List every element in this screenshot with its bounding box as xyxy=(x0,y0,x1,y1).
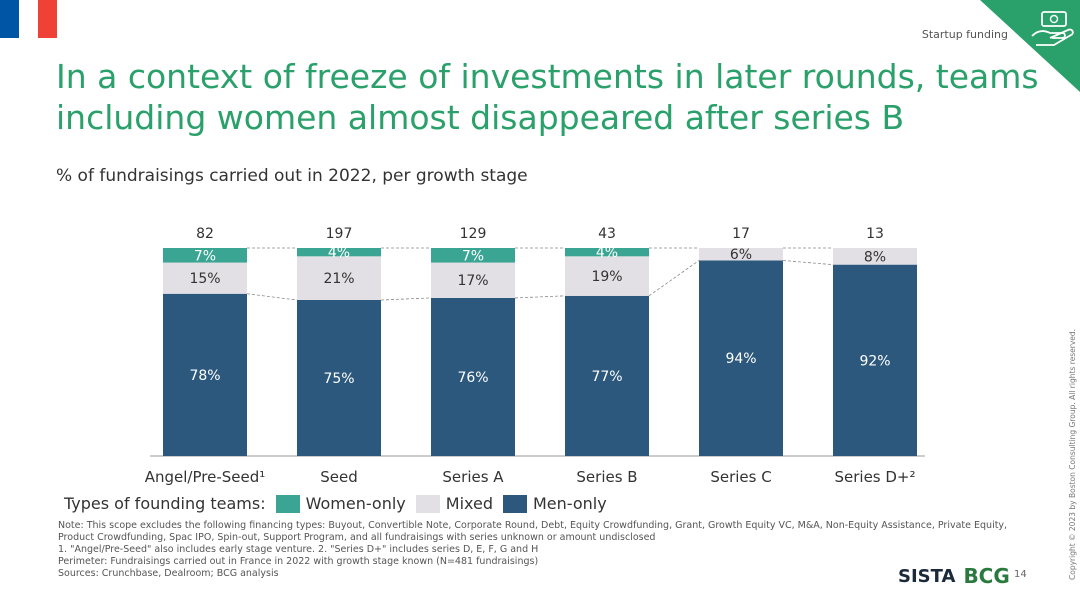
legend-item-women: Women-only xyxy=(275,494,406,513)
bar-men-4 xyxy=(699,260,783,456)
legend-label-women: Women-only xyxy=(305,494,406,513)
data-label-women-2: 7% xyxy=(462,248,484,264)
note-text: Note: This scope excludes the following … xyxy=(58,520,1008,543)
connector-men-2 xyxy=(514,295,566,299)
bar-men-0 xyxy=(163,293,247,456)
sista-logo: SISTA xyxy=(898,565,956,587)
total-label-0: 82 xyxy=(196,226,214,242)
connector-men-1 xyxy=(380,297,432,301)
bar-mixed-4 xyxy=(699,248,783,261)
bar-mixed-1 xyxy=(297,256,381,300)
page-number: 14 xyxy=(1014,569,1027,580)
legend-title: Types of founding teams: xyxy=(64,494,266,513)
page-title: In a context of freeze of investments in… xyxy=(56,57,1039,137)
legend-swatch-women xyxy=(275,494,300,513)
data-label-men-4: 94% xyxy=(725,351,756,367)
bar-mixed-5 xyxy=(833,248,917,265)
france-flag xyxy=(0,0,57,38)
data-label-men-3: 77% xyxy=(591,369,622,385)
legend: Types of founding teams: Women-only Mixe… xyxy=(64,494,607,513)
bar-mixed-0 xyxy=(163,262,247,294)
data-label-men-1: 75% xyxy=(323,371,354,387)
category-label-2: Series A xyxy=(442,468,504,486)
total-label-4: 17 xyxy=(732,226,750,242)
data-label-men-0: 78% xyxy=(189,368,220,384)
connector-men-0 xyxy=(246,293,298,301)
total-label-2: 129 xyxy=(460,226,487,242)
bar-women-2 xyxy=(431,248,515,263)
legend-item-men: Men-only xyxy=(503,494,607,513)
data-label-men-2: 76% xyxy=(457,370,488,386)
flag-stripe-white xyxy=(19,0,38,38)
data-label-mixed-5: 8% xyxy=(864,249,886,265)
data-label-women-3: 4% xyxy=(596,245,618,261)
legend-swatch-mixed xyxy=(415,494,440,513)
bar-men-5 xyxy=(833,264,917,456)
data-label-mixed-1: 21% xyxy=(323,271,354,287)
sources-text: Sources: Crunchbase, Dealroom; BCG analy… xyxy=(58,568,279,579)
total-label-5: 13 xyxy=(866,226,884,242)
data-label-mixed-0: 15% xyxy=(189,271,220,287)
bar-women-0 xyxy=(163,248,247,263)
bar-mixed-3 xyxy=(565,256,649,296)
stacked-bar-chart: 78% 15% 7% 82 Angel/Pre-Seed¹ 75% 21% 4% 197 Seed… xyxy=(145,226,925,486)
data-label-mixed-4: 6% xyxy=(730,247,752,263)
category-label-0: Angel/Pre-Seed¹ xyxy=(145,468,266,486)
connector-men-4 xyxy=(782,260,834,266)
data-label-men-5: 92% xyxy=(859,353,890,369)
bar-men-2 xyxy=(431,297,515,456)
total-label-1: 197 xyxy=(326,226,353,242)
category-label-4: Series C xyxy=(710,468,771,486)
money-hand-icon xyxy=(980,0,1080,92)
bar-women-3 xyxy=(565,248,649,257)
category-label-5: Series D+² xyxy=(834,468,915,486)
data-label-women-0: 7% xyxy=(194,248,216,264)
bar-men-3 xyxy=(565,295,649,456)
data-label-mixed-2: 17% xyxy=(457,273,488,289)
flag-stripe-blue xyxy=(0,0,19,38)
category-label-1: Seed xyxy=(320,468,358,486)
legend-swatch-men xyxy=(503,494,527,513)
bar-women-1 xyxy=(297,248,381,257)
legend-label-men: Men-only xyxy=(533,494,607,513)
flag-stripe-red xyxy=(38,0,57,38)
bar-mixed-2 xyxy=(431,262,515,298)
category-label-3: Series B xyxy=(576,468,637,486)
section-label: Startup funding xyxy=(921,28,1008,41)
data-label-women-1: 4% xyxy=(328,245,350,261)
legend-item-mixed: Mixed xyxy=(415,494,493,513)
legend-label-mixed: Mixed xyxy=(445,494,493,513)
chart-subtitle: % of fundraisings carried out in 2022, p… xyxy=(56,166,528,186)
footnotes: Note: This scope excludes the following … xyxy=(58,520,1018,580)
perimeter-text: Perimeter: Fundraisings carried out in F… xyxy=(58,556,539,567)
footnote-text: 1. "Angel/Pre-Seed" also includes early … xyxy=(58,544,539,555)
copyright: Copyright © 2023 by Boston Consulting Gr… xyxy=(1068,328,1077,580)
bcg-logo: BCG xyxy=(963,564,1010,588)
connector-men-3 xyxy=(648,260,700,297)
logos: SISTA BCG xyxy=(898,564,1010,588)
data-label-mixed-3: 19% xyxy=(591,269,622,285)
bar-men-1 xyxy=(297,300,381,456)
total-label-3: 43 xyxy=(598,226,616,242)
